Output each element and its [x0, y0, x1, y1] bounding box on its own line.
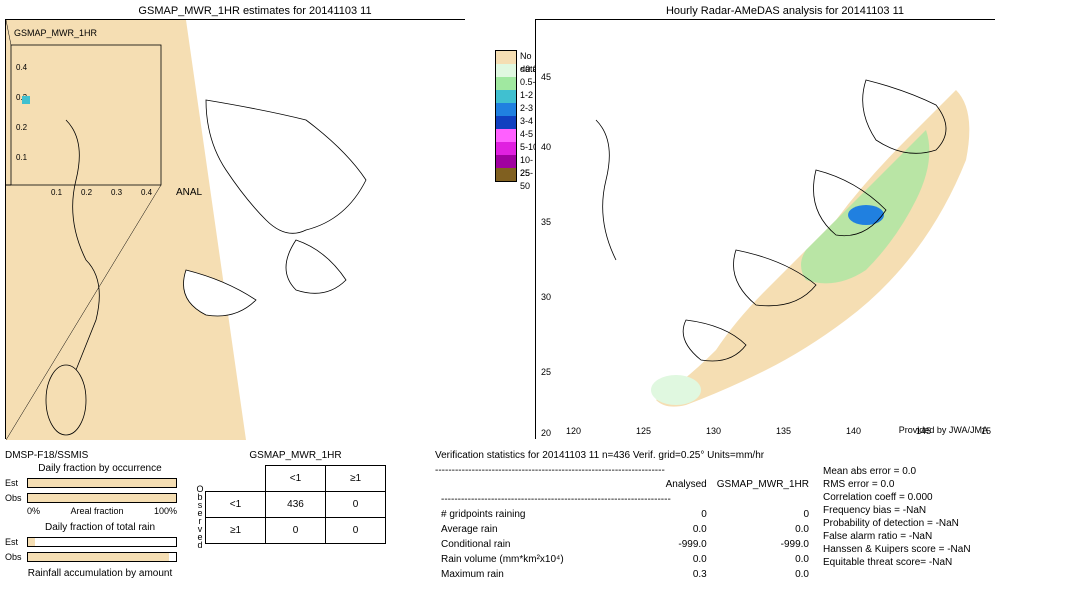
svg-text:0.3: 0.3	[111, 188, 123, 197]
svg-text:30: 30	[541, 292, 551, 302]
svg-text:0.2: 0.2	[81, 188, 93, 197]
svg-text:135: 135	[776, 426, 791, 436]
verif-header: Verification statistics for 20141103 11 …	[435, 450, 815, 461]
ct-title: GSMAP_MWR_1HR	[205, 450, 386, 461]
right-map-box: 45 40 35 30 25 20 120 125 130 135 140 14…	[535, 19, 995, 439]
contingency-col: Observed GSMAP_MWR_1HR <1≥1 <14360 ≥100	[195, 450, 435, 605]
svg-text:0.4: 0.4	[16, 63, 28, 72]
verification-col: Verification statistics for 20141103 11 …	[435, 450, 815, 605]
occ-title: Daily fraction by occurrence	[5, 463, 195, 474]
fractions-col: DMSP-F18/SSMIS Daily fraction by occurre…	[5, 450, 195, 605]
accum-title: Rainfall accumulation by amount	[5, 568, 195, 579]
provided-by: Provided by JWA/JMA	[899, 425, 988, 435]
obs-rain-bar: Obs	[5, 550, 195, 564]
svg-text:120: 120	[566, 426, 581, 436]
svg-text:0.1: 0.1	[51, 188, 63, 197]
svg-text:45: 45	[541, 72, 551, 82]
inset-label: GSMAP_MWR_1HR	[14, 28, 97, 38]
svg-text:40: 40	[541, 142, 551, 152]
maps-row: GSMAP_MWR_1HR estimates for 20141103 11 …	[0, 0, 1080, 450]
svg-text:0.4: 0.4	[141, 188, 153, 197]
svg-text:0.2: 0.2	[16, 123, 28, 132]
svg-text:35: 35	[541, 217, 551, 227]
observed-label: Observed	[195, 484, 205, 544]
table-row: Maximum rain0.30.0	[437, 568, 813, 581]
rain-title: Daily fraction of total rain	[5, 522, 195, 533]
svg-text:125: 125	[636, 426, 651, 436]
stats-row: DMSP-F18/SSMIS Daily fraction by occurre…	[0, 450, 1080, 605]
metric: Hanssen & Kuipers score = -NaN	[815, 544, 1075, 555]
svg-text:25: 25	[541, 367, 551, 377]
left-map-svg: 0.4 0.3 0.2 0.1 0.1 0.2 0.3 0.4 ANAL	[6, 20, 466, 440]
table-row: Rain volume (mm*km²x10⁴)0.00.0	[437, 553, 813, 566]
metric: Probability of detection = -NaN	[815, 518, 1075, 529]
left-map-box: 0.4 0.3 0.2 0.1 0.1 0.2 0.3 0.4 ANAL GSM…	[5, 19, 465, 439]
table-row: # gridpoints raining00	[437, 508, 813, 521]
table-row: Conditional rain-999.0-999.0	[437, 538, 813, 551]
left-map-title: GSMAP_MWR_1HR estimates for 20141103 11	[5, 5, 505, 17]
contingency-table: <1≥1 <14360 ≥100	[205, 465, 386, 544]
svg-text:130: 130	[706, 426, 721, 436]
table-row: Average rain0.00.0	[437, 523, 813, 536]
est-rain-bar: Est	[5, 535, 195, 549]
right-map-title: Hourly Radar-AMeDAS analysis for 2014110…	[535, 5, 1035, 17]
right-map-svg: 45 40 35 30 25 20 120 125 130 135 140 14…	[536, 20, 996, 440]
legend-swatches	[495, 50, 517, 182]
metric: RMS error = 0.0	[815, 479, 1075, 490]
root: GSMAP_MWR_1HR estimates for 20141103 11 …	[0, 0, 1080, 612]
est-occ-bar: Est	[5, 476, 195, 490]
left-map-panel: GSMAP_MWR_1HR estimates for 20141103 11 …	[5, 5, 505, 445]
verif-table: AnalysedGSMAP_MWR_1HR ------------------…	[435, 476, 815, 583]
metric: Frequency bias = -NaN	[815, 505, 1075, 516]
metric: False alarm ratio = -NaN	[815, 531, 1075, 542]
sensor-label: DMSP-F18/SSMIS	[5, 450, 195, 461]
svg-text:0.1: 0.1	[16, 153, 28, 162]
metrics-col: Mean abs error = 0.0 RMS error = 0.0 Cor…	[815, 450, 1075, 605]
svg-text:20: 20	[541, 428, 551, 438]
obs-occ-bar: Obs	[5, 491, 195, 505]
metric: Equitable threat score= -NaN	[815, 557, 1075, 568]
metric: Correlation coeff = 0.000	[815, 492, 1075, 503]
anal-label: ANAL	[176, 187, 203, 198]
metric: Mean abs error = 0.0	[815, 466, 1075, 477]
right-map-panel: Hourly Radar-AMeDAS analysis for 2014110…	[535, 5, 1035, 445]
svg-text:140: 140	[846, 426, 861, 436]
